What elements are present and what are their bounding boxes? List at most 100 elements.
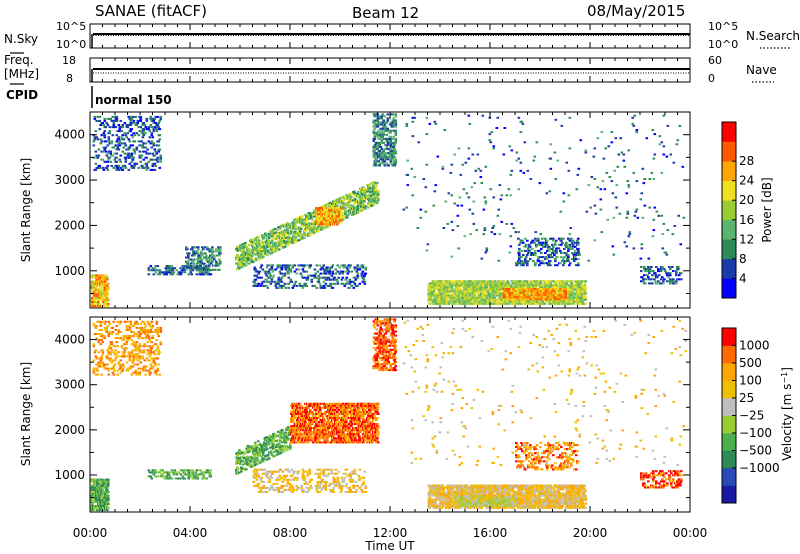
heatmap-cell: [148, 136, 152, 139]
heatmap-cell: [327, 284, 331, 287]
heatmap-cell: [373, 135, 377, 138]
heatmap-cell: [560, 124, 564, 127]
heatmap-cell: [464, 161, 468, 164]
heatmap-cell: [261, 234, 264, 236]
heatmap-cell: [209, 269, 213, 272]
heatmap-cell: [198, 262, 201, 265]
heatmap-cell: [434, 286, 438, 289]
heatmap-cell: [554, 294, 558, 297]
heatmap-cell: [103, 119, 107, 122]
heatmap-cell: [123, 122, 127, 124]
heatmap-cell: [486, 282, 490, 285]
heatmap-cell: [108, 126, 112, 129]
heatmap-cell: [108, 156, 112, 159]
heatmap-cell: [190, 258, 193, 261]
heatmap-cell: [497, 300, 501, 303]
heatmap-cell: [476, 280, 480, 283]
heatmap-cell: [189, 265, 193, 268]
heatmap-cell: [548, 280, 552, 283]
heatmap-cell: [405, 206, 409, 209]
heatmap-cell: [348, 278, 352, 281]
heatmap-cell: [557, 300, 561, 303]
heatmap-cell: [578, 253, 582, 256]
heatmap-cell: [299, 272, 303, 275]
heatmap-cell: [562, 264, 565, 267]
heatmap-cell: [385, 162, 389, 165]
heatmap-cell: [303, 232, 306, 235]
heatmap-cell: [164, 267, 168, 270]
heatmap-cell: [354, 194, 357, 197]
heatmap-cell: [411, 194, 415, 197]
heatmap-cell: [337, 215, 340, 218]
heatmap-cell: [391, 164, 395, 167]
heatmap-cell: [557, 284, 561, 287]
heatmap-cell: [357, 194, 360, 197]
heatmap-cell: [106, 296, 109, 299]
heatmap-cell: [376, 144, 380, 146]
heatmap-cell: [491, 280, 495, 283]
heatmap-cell: [206, 258, 209, 261]
heatmap-cell: [577, 292, 581, 295]
heatmap-cell: [603, 188, 607, 191]
heatmap-cell: [179, 273, 183, 276]
heatmap-cell: [610, 180, 614, 183]
heatmap-cell: [529, 302, 533, 305]
heatmap-cell: [325, 284, 329, 287]
heatmap-cell: [201, 268, 204, 271]
heatmap-cell: [92, 282, 95, 285]
heatmap-cell: [576, 282, 580, 285]
heatmap-cell: [122, 146, 126, 149]
heatmap-cell: [549, 167, 553, 170]
heatmap-cell: [479, 288, 483, 291]
heatmap-cell: [375, 200, 378, 203]
heatmap-cell: [468, 302, 472, 305]
heatmap-cell: [124, 166, 128, 169]
heatmap-cell: [305, 223, 308, 226]
heatmap-cell: [438, 288, 442, 291]
freq-label-line2: [MHz]: [4, 67, 39, 81]
heatmap-cell: [513, 302, 517, 305]
heatmap-cell: [310, 278, 314, 281]
heatmap-cell: [130, 128, 134, 131]
heatmap-cell: [269, 274, 273, 277]
heatmap-cell: [129, 130, 133, 133]
heatmap-cell: [109, 150, 113, 153]
heatmap-cell: [198, 268, 201, 271]
heatmap-cell: [512, 288, 516, 290]
heatmap-cell: [258, 270, 262, 273]
heatmap-cell: [391, 121, 395, 124]
heatmap-cell: [256, 276, 260, 279]
heatmap-cell: [462, 286, 466, 289]
heatmap-cell: [96, 119, 100, 122]
heatmap-cell: [538, 298, 542, 301]
heatmap-cell: [353, 268, 357, 271]
heatmap-cell: [520, 286, 524, 289]
heatmap-cell: [658, 274, 661, 277]
heatmap-cell: [534, 252, 537, 254]
heatmap-cell: [378, 131, 382, 134]
heatmap-cell: [104, 150, 108, 153]
heatmap-cell: [490, 131, 494, 134]
heatmap-cell: [136, 119, 140, 122]
heatmap-cell: [458, 286, 462, 289]
heatmap-cell: [291, 264, 295, 267]
heatmap-cell: [643, 274, 646, 277]
heatmap-cell: [353, 196, 356, 199]
heatmap-cell: [339, 270, 343, 273]
heatmap-cell: [253, 280, 257, 283]
heatmap-cell: [291, 266, 295, 269]
heatmap-cell: [357, 211, 360, 214]
heatmap-cell: [203, 256, 206, 259]
heatmap-cell: [391, 137, 395, 140]
heatmap-cell: [614, 196, 618, 199]
heatmap-cell: [186, 248, 189, 251]
heatmap-cell: [434, 282, 438, 285]
heatmap-cell: [567, 194, 571, 197]
heatmap-cell: [546, 298, 550, 301]
heatmap-cell: [331, 272, 335, 275]
heatmap-cell: [117, 148, 121, 151]
heatmap-cell: [313, 232, 316, 234]
heatmap-cell: [317, 274, 321, 277]
heatmap-cell: [490, 294, 494, 297]
heatmap-cell: [370, 201, 373, 203]
